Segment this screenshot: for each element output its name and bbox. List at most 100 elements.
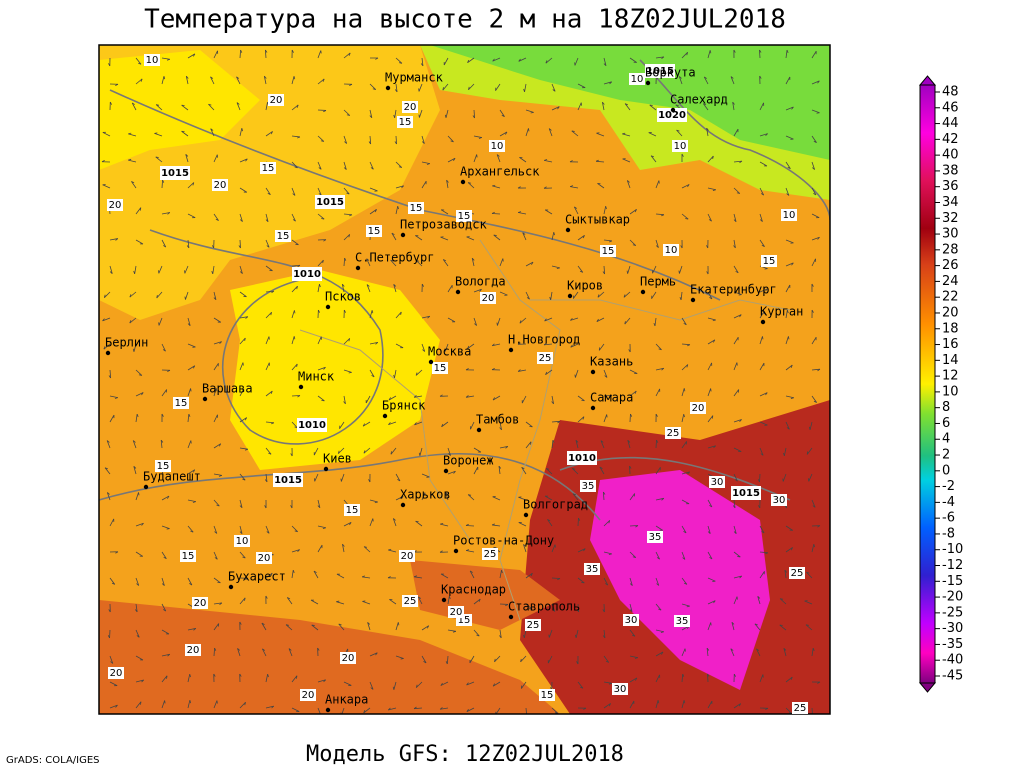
wind-arrow-head bbox=[779, 624, 783, 626]
wind-arrow bbox=[785, 161, 791, 169]
wind-arrow-head bbox=[817, 237, 820, 240]
label-box bbox=[366, 225, 382, 237]
wind-arrow bbox=[655, 213, 665, 216]
wind-arrow bbox=[577, 395, 585, 402]
wind-arrow-head bbox=[270, 312, 272, 316]
city-label: Тамбов bbox=[476, 413, 519, 427]
wind-arrow bbox=[185, 291, 189, 300]
wind-arrow bbox=[759, 288, 768, 293]
wind-arrow bbox=[239, 388, 245, 397]
wind-arrow-head bbox=[418, 114, 420, 118]
wind-arrow bbox=[733, 596, 738, 605]
wind-arrow bbox=[102, 132, 111, 137]
wind-arrow bbox=[473, 598, 481, 605]
wind-arrow bbox=[707, 187, 716, 191]
wind-arrow bbox=[109, 681, 118, 686]
wind-arrow bbox=[369, 499, 378, 503]
wind-arrow bbox=[759, 187, 765, 196]
colorbar-label: 32 bbox=[942, 211, 959, 226]
wind-arrow bbox=[785, 135, 794, 140]
wind-arrow bbox=[367, 622, 371, 631]
wind-arrow-head bbox=[141, 523, 144, 526]
colorbar-label: 38 bbox=[942, 163, 959, 178]
wind-arrow bbox=[623, 291, 631, 298]
wind-arrow bbox=[161, 603, 167, 612]
wind-arrow-head bbox=[313, 570, 317, 573]
wind-arrow bbox=[759, 447, 764, 456]
label-box bbox=[185, 644, 201, 656]
wind-arrow-head bbox=[602, 271, 605, 275]
isobar-label: 1010 bbox=[293, 269, 321, 280]
colorbar-label: 12 bbox=[942, 369, 959, 384]
city-label: Краснодар bbox=[441, 583, 506, 597]
wind-arrow-head bbox=[216, 504, 220, 507]
colorbar-label: -10 bbox=[942, 542, 963, 557]
city-dot bbox=[355, 265, 361, 271]
wind-arrow-head bbox=[422, 349, 426, 352]
wind-arrow-head bbox=[101, 160, 105, 163]
wind-arrow bbox=[187, 525, 194, 533]
wind-arrow bbox=[239, 362, 244, 371]
colorbar-label: -12 bbox=[942, 558, 963, 573]
wind-arrow-head bbox=[400, 658, 404, 660]
wind-arrow-head bbox=[245, 316, 249, 319]
label-box bbox=[647, 531, 663, 543]
wind-arrow bbox=[265, 525, 270, 534]
wind-arrow-head bbox=[211, 270, 214, 275]
wind-arrow-head bbox=[141, 392, 144, 396]
wind-arrow-head bbox=[661, 214, 665, 217]
colorbar-label: -45 bbox=[942, 669, 963, 684]
wind-arrow-head bbox=[548, 128, 552, 131]
wind-arrow-head bbox=[629, 609, 633, 613]
wind-arrow bbox=[161, 343, 166, 352]
wind-arrow-head bbox=[791, 106, 794, 110]
wind-arrow bbox=[343, 161, 347, 170]
colorbar-label: -30 bbox=[942, 621, 963, 636]
wind-arrow-head bbox=[761, 531, 765, 534]
wind-arrow bbox=[421, 492, 426, 501]
wind-arrow-head bbox=[343, 167, 347, 170]
city-label: Киров bbox=[567, 279, 603, 293]
wind-arrow-head bbox=[427, 315, 431, 319]
city-label: Мурманск bbox=[385, 71, 444, 85]
wind-arrow bbox=[497, 317, 501, 326]
wind-arrow-head bbox=[501, 570, 503, 574]
wind-arrow bbox=[310, 599, 319, 605]
wind-arrow bbox=[447, 629, 456, 632]
wind-arrow bbox=[707, 700, 713, 709]
wind-arrow-head bbox=[368, 479, 371, 483]
wind-arrow-head bbox=[609, 240, 613, 243]
wind-arrow bbox=[811, 236, 820, 241]
wind-arrow bbox=[470, 421, 475, 430]
wind-arrow-head bbox=[163, 556, 167, 560]
wind-arrow bbox=[785, 262, 794, 267]
wind-arrow bbox=[317, 284, 320, 293]
wind-arrow bbox=[395, 83, 398, 92]
wind-arrow bbox=[655, 367, 664, 371]
wind-arrow-head bbox=[290, 505, 293, 509]
wind-arrow-head bbox=[189, 674, 191, 678]
wind-arrow bbox=[551, 395, 554, 404]
wind-arrow-head bbox=[132, 348, 135, 352]
label-box bbox=[665, 427, 681, 439]
wind-arrow-head bbox=[244, 417, 248, 421]
wind-arrow bbox=[525, 441, 532, 449]
wind-arrow-head bbox=[401, 496, 404, 500]
wind-arrow-head bbox=[244, 702, 246, 706]
wind-arrow bbox=[187, 182, 195, 189]
wind-arrow-head bbox=[141, 679, 145, 683]
label-box bbox=[173, 397, 189, 409]
wind-arrow-head bbox=[496, 322, 498, 326]
city-label: Пермь bbox=[640, 275, 676, 289]
colorbar-label: 48 bbox=[942, 85, 959, 100]
isotherm-label: 15 bbox=[182, 551, 195, 562]
wind-arrow bbox=[649, 104, 657, 111]
wind-arrow bbox=[733, 499, 736, 508]
wind-arrow-head bbox=[492, 683, 496, 687]
wind-arrow-head bbox=[572, 493, 576, 496]
isotherm-label: 20 bbox=[482, 293, 495, 304]
wind-arrow-head bbox=[236, 76, 240, 79]
wind-arrow bbox=[317, 213, 325, 220]
wind-arrow-head bbox=[239, 505, 243, 509]
wind-arrow-head bbox=[683, 388, 686, 392]
